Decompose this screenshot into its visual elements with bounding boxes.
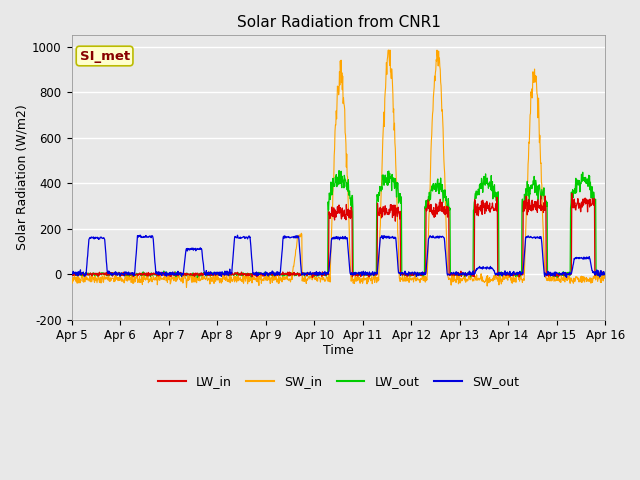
LW_out xyxy=(423,198,431,204)
LW_in xyxy=(195,272,202,278)
SW_out xyxy=(195,247,203,252)
LW_in xyxy=(189,273,196,278)
SW_in xyxy=(68,277,76,283)
SW_in xyxy=(423,277,431,283)
LW_out xyxy=(195,271,203,277)
SW_out xyxy=(602,271,609,277)
LW_out xyxy=(68,270,76,276)
SW_out xyxy=(422,263,430,268)
SW_in xyxy=(385,47,392,53)
SW_out xyxy=(563,275,570,280)
SW_out xyxy=(521,247,529,252)
Title: Solar Radiation from CNR1: Solar Radiation from CNR1 xyxy=(237,15,440,30)
LW_in xyxy=(602,270,609,276)
SW_in xyxy=(522,245,529,251)
LW_in xyxy=(521,199,529,204)
SW_out xyxy=(181,253,189,259)
LW_in xyxy=(568,191,575,196)
SW_in xyxy=(83,277,91,283)
SW_in xyxy=(181,271,189,276)
Legend: LW_in, SW_in, LW_out, SW_out: LW_in, SW_in, LW_out, SW_out xyxy=(153,370,524,393)
LW_in xyxy=(308,275,316,280)
LW_out xyxy=(83,271,91,277)
Line: LW_out: LW_out xyxy=(72,170,605,277)
LW_in xyxy=(181,272,189,277)
SW_out xyxy=(136,232,144,238)
LW_out xyxy=(193,275,201,280)
X-axis label: Time: Time xyxy=(323,344,354,357)
Text: SI_met: SI_met xyxy=(79,49,130,62)
LW_in xyxy=(422,208,430,214)
LW_out xyxy=(189,270,196,276)
SW_out xyxy=(83,256,91,262)
Line: LW_in: LW_in xyxy=(72,193,605,277)
LW_out xyxy=(602,272,609,277)
SW_in xyxy=(602,271,609,277)
SW_in xyxy=(182,285,190,290)
SW_in xyxy=(195,273,203,278)
Y-axis label: Solar Radiation (W/m2): Solar Radiation (W/m2) xyxy=(15,105,28,251)
LW_out xyxy=(335,168,343,173)
SW_in xyxy=(189,274,197,280)
LW_out xyxy=(522,194,529,200)
SW_out xyxy=(68,271,76,276)
Line: SW_in: SW_in xyxy=(72,50,605,288)
LW_in xyxy=(68,270,76,276)
SW_out xyxy=(189,247,197,253)
Line: SW_out: SW_out xyxy=(72,235,605,277)
LW_out xyxy=(181,271,189,277)
LW_in xyxy=(83,271,91,276)
